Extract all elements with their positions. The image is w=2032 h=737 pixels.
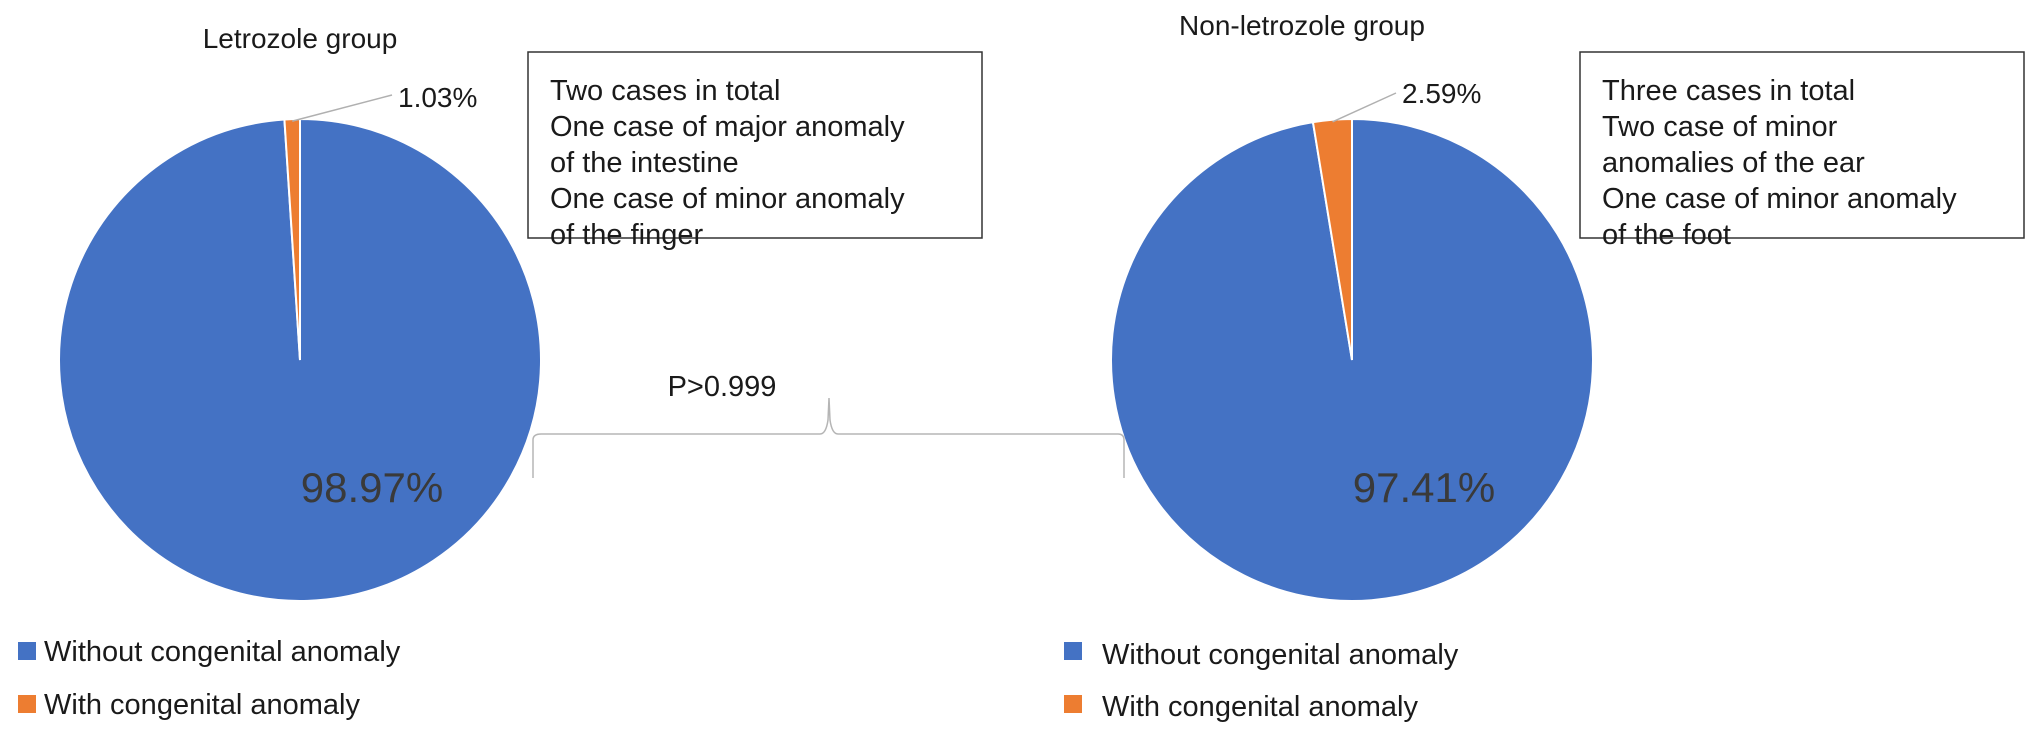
- annotation-line: Three cases in total: [1602, 75, 1855, 107]
- leader-line: [1332, 92, 1397, 123]
- legend-label-without-anomaly: Without congenital anomaly: [1102, 639, 1459, 671]
- comparison-bracket: P>0.999: [532, 371, 1125, 478]
- annotation-line: One case of major anomaly: [550, 111, 905, 143]
- annotation-line: One case of minor anomaly: [1602, 183, 1957, 215]
- bracket-line: [532, 397, 1125, 478]
- legend-swatch-without-anomaly: [18, 642, 36, 660]
- letrozole-pie-chart: Letrozole group 1.03% 98.97% Two cases i…: [18, 23, 983, 721]
- legend-label-without-anomaly: Without congenital anomaly: [44, 636, 401, 668]
- annotation-line: of the foot: [1602, 219, 1731, 251]
- slice-label-without-anomaly: 97.41%: [1353, 464, 1495, 511]
- pie-slices: [1110, 117, 1594, 602]
- legend-label-with-anomaly: With congenital anomaly: [44, 689, 360, 721]
- annotation-line: Two cases in total: [550, 75, 781, 107]
- annotation-line: One case of minor anomaly: [550, 183, 905, 215]
- annotation-line: Two case of minor: [1602, 111, 1838, 143]
- legend-swatch-without-anomaly: [1064, 642, 1082, 660]
- leader-line: [292, 94, 393, 122]
- legend-swatch-with-anomaly: [18, 695, 36, 713]
- p-value-label: P>0.999: [668, 371, 777, 403]
- slice-label-without-anomaly: 98.97%: [301, 464, 443, 511]
- annotation-box: [1579, 51, 2025, 239]
- annotation-line: of the finger: [550, 219, 703, 251]
- slice-with-anomaly: [1311, 117, 1353, 361]
- annotation-line: of the intestine: [550, 147, 739, 179]
- legend-swatch-with-anomaly: [1064, 695, 1082, 713]
- chart-title: Non-letrozole group: [1179, 10, 1425, 41]
- legend-label-with-anomaly: With congenital anomaly: [1102, 691, 1418, 723]
- non-letrozole-pie-chart: Non-letrozole group 2.59% 97.41% Three c…: [1064, 10, 2025, 723]
- annotation-box: [527, 51, 983, 239]
- slice-label-with-anomaly: 2.59%: [1402, 78, 1481, 109]
- chart-title: Letrozole group: [203, 23, 398, 54]
- slice-label-with-anomaly: 1.03%: [398, 82, 477, 113]
- pie-slices: [58, 117, 542, 602]
- annotation-line: anomalies of the ear: [1602, 147, 1865, 179]
